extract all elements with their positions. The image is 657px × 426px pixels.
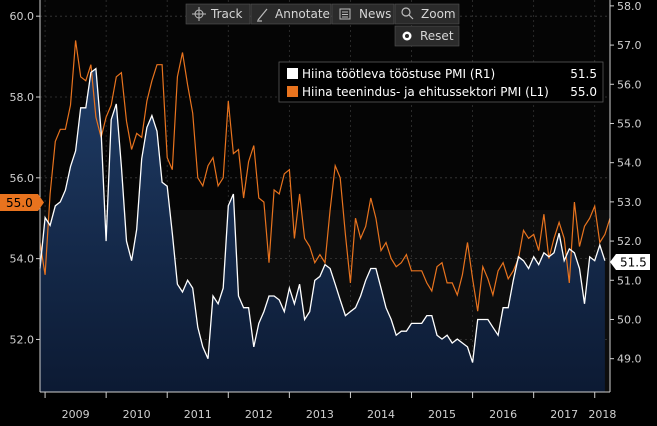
services-last-value-marker: 55.0 bbox=[0, 194, 44, 211]
chart-toolbar: Track Annotate News bbox=[185, 3, 460, 47]
x-tick-label-7: 2016 bbox=[489, 408, 517, 421]
x-tick-label-9: 2018 bbox=[588, 408, 616, 421]
manufacturing-last-value: 51.5 bbox=[620, 256, 647, 270]
legend-value-services: 55.0 bbox=[570, 85, 597, 99]
right-tick-label-6: 55.0 bbox=[617, 117, 642, 130]
right-tick-label-9: 58.0 bbox=[617, 0, 642, 13]
left-tick-label-0: 52.0 bbox=[10, 333, 35, 346]
right-tick-label-4: 53.0 bbox=[617, 196, 642, 209]
left-axis-ticks: 52.0 54.0 56.0 58.0 60.0 bbox=[10, 10, 40, 346]
axes bbox=[39, 0, 611, 393]
pencil-icon bbox=[257, 8, 268, 22]
legend-label-services: Hiina teenindus- ja ehitussektori PMI (L… bbox=[302, 85, 549, 99]
annotate-label: Annotate bbox=[275, 7, 330, 21]
left-tick-label-4: 60.0 bbox=[10, 10, 35, 23]
manufacturing-pmi-line bbox=[39, 67, 606, 363]
track-label: Track bbox=[210, 7, 242, 21]
magnifier-icon bbox=[401, 7, 414, 20]
legend-value-manufacturing: 51.5 bbox=[570, 67, 597, 81]
legend-swatch-manufacturing bbox=[287, 68, 298, 79]
left-tick-label-3: 58.0 bbox=[10, 91, 35, 104]
zoom-label: Zoom bbox=[421, 7, 456, 21]
right-tick-label-5: 54.0 bbox=[617, 157, 642, 170]
x-tick-label-8: 2017 bbox=[550, 408, 578, 421]
right-tick-label-0: 49.0 bbox=[617, 353, 642, 366]
right-tick-label-2: 51.0 bbox=[617, 274, 642, 287]
news-button[interactable]: News bbox=[331, 3, 395, 25]
services-last-value: 55.0 bbox=[6, 196, 33, 210]
right-axis-ticks: 49.0 50.0 51.0 52.0 53.0 54.0 55.0 56.0 57.0 58.0 bbox=[610, 0, 642, 366]
left-tick-label-1: 54.0 bbox=[10, 253, 35, 266]
radio-icon bbox=[402, 31, 412, 41]
news-icon bbox=[339, 8, 351, 20]
services-pmi-line bbox=[39, 40, 611, 312]
right-tick-label-8: 57.0 bbox=[617, 39, 642, 52]
right-tick-label-3: 52.0 bbox=[617, 235, 642, 248]
x-tick-label-6: 2015 bbox=[428, 408, 456, 421]
legend-swatch-services bbox=[287, 86, 298, 97]
x-tick-label-2: 2011 bbox=[184, 408, 212, 421]
x-tick-label-3: 2012 bbox=[245, 408, 273, 421]
x-tick-label-4: 2013 bbox=[306, 408, 334, 421]
manufacturing-last-value-marker: 51.5 bbox=[610, 254, 650, 270]
x-tick-label-5: 2014 bbox=[367, 408, 395, 421]
reset-button[interactable]: Reset bbox=[394, 25, 460, 47]
right-tick-label-7: 56.0 bbox=[617, 78, 642, 91]
x-axis-ticks: 2009 2010 2011 2012 2013 2014 2015 2016 2017 2018 bbox=[44, 392, 616, 421]
reset-label: Reset bbox=[420, 29, 454, 43]
legend: Hiina töötleva tööstuse PMI (R1) 51.5 Hi… bbox=[278, 61, 604, 103]
manufacturing-area bbox=[40, 68, 605, 392]
x-tick-label-0: 2009 bbox=[62, 408, 90, 421]
legend-label-manufacturing: Hiina töötleva tööstuse PMI (R1) bbox=[302, 67, 495, 81]
news-label: News bbox=[359, 7, 391, 21]
annotate-button[interactable]: Annotate bbox=[250, 3, 332, 25]
crosshair-icon bbox=[192, 7, 206, 21]
left-tick-label-2: 56.0 bbox=[10, 172, 35, 185]
x-tick-label-1: 2010 bbox=[123, 408, 151, 421]
right-tick-label-1: 50.0 bbox=[617, 313, 642, 326]
track-button[interactable]: Track bbox=[185, 3, 251, 25]
zoom-button[interactable]: Zoom bbox=[394, 3, 460, 25]
